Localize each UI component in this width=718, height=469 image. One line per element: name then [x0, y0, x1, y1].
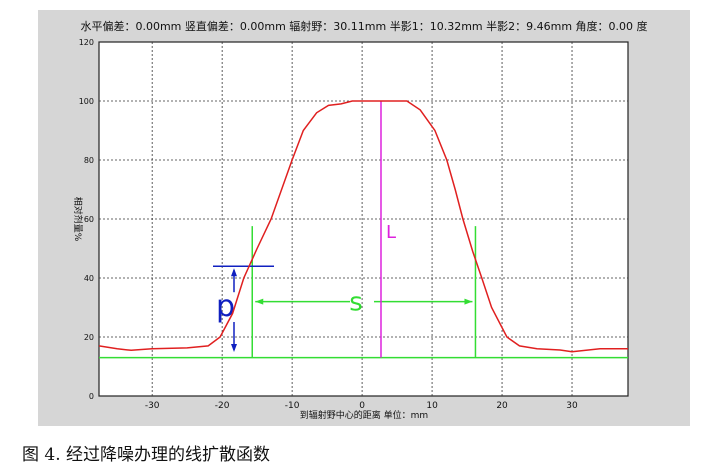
- x-tick-label: -20: [215, 401, 230, 411]
- arrowhead-icon: [255, 298, 264, 305]
- arrowhead-icon: [231, 344, 237, 352]
- y-axis-label: 相对剂量%: [72, 197, 84, 242]
- x-tick-label: 20: [496, 401, 508, 411]
- y-tick-label: 20: [84, 333, 94, 342]
- figure-caption: 图 4. 经过降噪办理的线扩散函数: [22, 445, 271, 465]
- x-tick-label: 10: [426, 401, 438, 411]
- x-tick-label: -10: [285, 401, 300, 411]
- y-tick-label: 40: [84, 274, 94, 283]
- dose-profile-line: [98, 100, 628, 353]
- L-label: L: [386, 222, 396, 243]
- x-tick-label: -30: [145, 401, 160, 411]
- x-axis-label: 到辐射野中心的距离 单位：mm: [300, 409, 428, 421]
- x-tick-label: 30: [566, 401, 578, 411]
- x-tick-label: 0: [359, 401, 365, 411]
- p-label: p: [216, 289, 235, 324]
- y-tick-label: 100: [79, 97, 94, 106]
- y-tick-label: 80: [84, 156, 94, 165]
- arrowhead-icon: [464, 298, 473, 305]
- chart-header: 水平偏差：0.00mm 竖直偏差：0.00mm 辐射野：30.11mm 半影1：…: [80, 19, 647, 33]
- y-tick-label: 120: [79, 38, 94, 47]
- y-tick-label: 60: [84, 215, 94, 224]
- s-label: s: [349, 288, 363, 318]
- y-tick-label: 0: [89, 392, 94, 401]
- arrowhead-icon: [231, 268, 237, 277]
